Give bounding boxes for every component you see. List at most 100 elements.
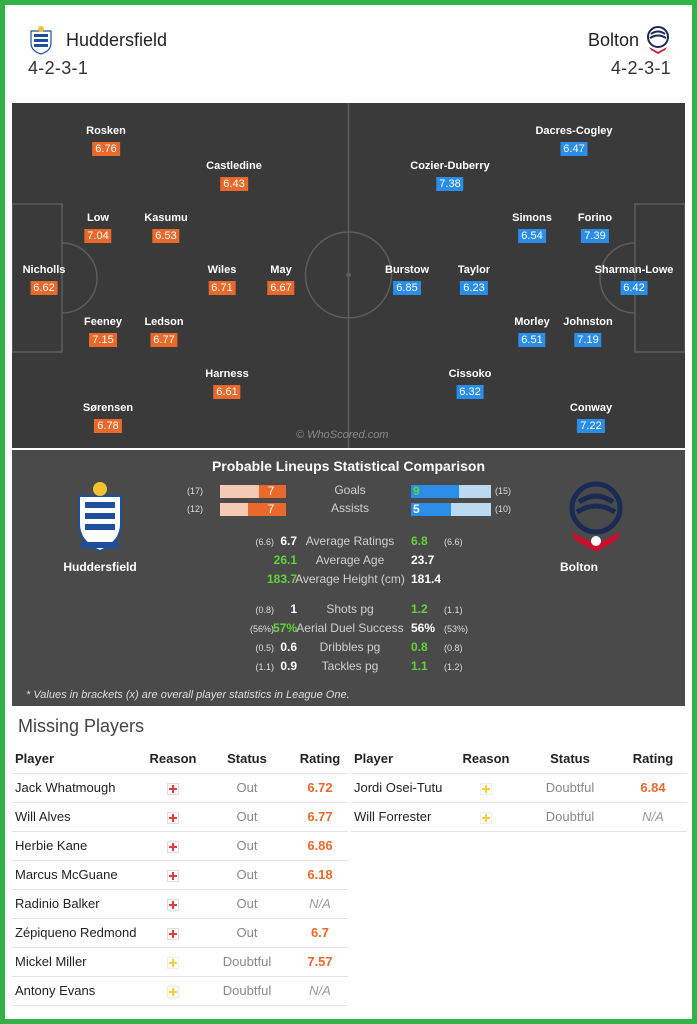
home-overall: (1.1) [255,662,274,672]
away-player[interactable]: Simons 6.54 [512,211,552,244]
stat-label: Tackles pg [321,659,379,673]
doubtful-cross-icon[interactable] [480,782,492,795]
stat-row-assists: (12) 7 Assists 5 (10) [12,501,685,519]
col-player: Player [12,745,144,774]
player-name: Sharman-Lowe [594,264,674,276]
player-rating: 6.32 [456,385,484,399]
player-name: Cozier-Duberry [410,160,490,172]
player-name[interactable]: Antony Evans [12,976,144,1006]
home-bar-fill [247,503,286,516]
player-name[interactable]: Will Alves [12,802,144,832]
status-cell: Doubtful [521,773,619,803]
col-reason: Reason [144,745,202,774]
away-overall: (6.6) [444,537,463,547]
injury-cross-icon[interactable] [167,840,179,853]
home-player[interactable]: Nicholls 6.62 [23,263,65,296]
away-player[interactable]: Morley 6.51 [514,315,550,348]
doubtful-cross-icon[interactable] [480,811,492,824]
doubtful-cross-icon[interactable] [167,956,179,969]
home-player[interactable]: Low 7.04 [84,211,112,244]
lineup-comparison: Probable Lineups Statistical Comparison … [12,450,685,706]
player-name[interactable]: Marcus McGuane [12,860,144,890]
player-name[interactable]: Jordi Osei-Tutu [351,773,451,803]
away-player[interactable]: Sharman-Lowe 6.42 [594,263,674,296]
player-rating: 6.42 [620,281,648,295]
rating-cell: 6.86 [292,831,348,861]
player-name[interactable]: Radinio Balker [12,889,144,919]
injury-cross-icon[interactable] [167,927,179,940]
home-value: 183.7 [266,572,297,586]
home-player[interactable]: Rosken 6.76 [86,124,126,157]
doubtful-cross-icon[interactable] [167,985,179,998]
stat-row: (0.5) 0.6 Dribbles pg 0.8 (0.8) [12,640,685,658]
home-player[interactable]: Ledson 6.77 [144,315,184,348]
player-rating: 6.23 [460,281,488,295]
player-name[interactable]: Herbie Kane [12,831,144,861]
away-player[interactable]: Johnston 7.19 [563,315,613,348]
reason-cell [144,918,202,948]
player-rating: 6.67 [267,281,295,295]
away-player[interactable]: Dacres-Cogley 6.47 [535,124,613,157]
stat-label: Average Age [315,553,385,567]
injury-cross-icon[interactable] [167,782,179,795]
watermark: © WhoScored.com [296,429,389,441]
away-player[interactable]: Taylor 6.23 [458,263,490,296]
home-overall: (12) [186,504,203,514]
footnote: * Values in brackets (x) are overall pla… [26,689,350,701]
home-missing-table: Player Reason Status Rating Jack Whatmou… [12,745,348,1006]
reason-cell [144,976,202,1006]
player-rating: 7.22 [577,419,605,433]
away-player[interactable]: Cissoko 6.32 [448,367,492,400]
away-player[interactable]: Burstow 6.85 [385,263,429,296]
injury-cross-icon[interactable] [167,869,179,882]
player-name[interactable]: Will Forrester [351,802,451,832]
injury-cross-icon[interactable] [167,898,179,911]
home-player[interactable]: May 6.67 [267,263,295,296]
away-bar-fill [411,485,459,498]
col-reason: Reason [451,745,521,774]
away-team-label: Bolton [560,560,598,574]
away-value: 181.4 [411,572,442,586]
stat-row: (6.6) 6.7 Average Ratings 6.8 (6.6) [12,534,685,552]
rating-cell: 6.77 [292,802,348,832]
player-rating: 7.39 [581,229,609,243]
away-player[interactable]: Cozier-Duberry 7.38 [410,159,490,192]
player-rating: 6.61 [213,385,241,399]
home-value: 6.7 [280,534,297,548]
away-player[interactable]: Conway 7.22 [570,401,612,434]
home-player[interactable]: Castledine 6.43 [206,159,262,192]
home-player[interactable]: Harness 6.61 [205,367,249,400]
home-value: 7 [267,484,275,498]
away-team-name[interactable]: Bolton [587,29,639,50]
home-team-name[interactable]: Huddersfield [66,29,168,50]
player-name[interactable]: Zépiqueno Redmond [12,918,144,948]
missing-players-title: Missing Players [18,716,145,736]
home-value: 1 [290,602,297,616]
away-overall: (53%) [444,624,469,634]
player-name[interactable]: Mickel Miller [12,947,144,977]
home-player[interactable]: Wiles 6.71 [208,263,236,296]
home-player[interactable]: Kasumu 6.53 [144,211,188,244]
status-cell: Doubtful [521,802,619,832]
bolton-crest-icon [647,26,669,54]
away-bar: 9 [411,485,491,498]
player-rating: 6.62 [30,281,58,295]
col-rating: Rating [292,745,348,774]
player-rating: 7.04 [84,229,112,243]
player-name[interactable]: Jack Whatmough [12,773,144,803]
home-value: 0.6 [280,640,297,654]
rating-cell: 6.7 [292,918,348,948]
away-player[interactable]: Forino 7.39 [578,211,612,244]
rating-cell: N/A [619,802,687,832]
stat-row: (1.1) 0.9 Tackles pg 1.1 (1.2) [12,659,685,677]
home-player[interactable]: Feeney 7.15 [84,315,122,348]
injury-cross-icon[interactable] [167,811,179,824]
home-player[interactable]: Sørensen 6.78 [83,401,133,434]
player-rating: 6.76 [92,142,120,156]
player-rating: 6.71 [208,281,236,295]
comparison-title: Probable Lineups Statistical Comparison [211,458,486,474]
rating-cell: 6.72 [292,773,348,803]
player-name: Cissoko [448,368,492,380]
stat-row-goals: (17) 7 Goals 9 (15) [12,483,685,501]
away-overall: (1.2) [444,662,463,672]
